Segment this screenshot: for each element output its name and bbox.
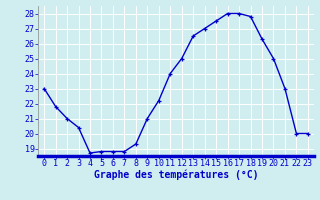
- X-axis label: Graphe des températures (°C): Graphe des températures (°C): [94, 170, 258, 180]
